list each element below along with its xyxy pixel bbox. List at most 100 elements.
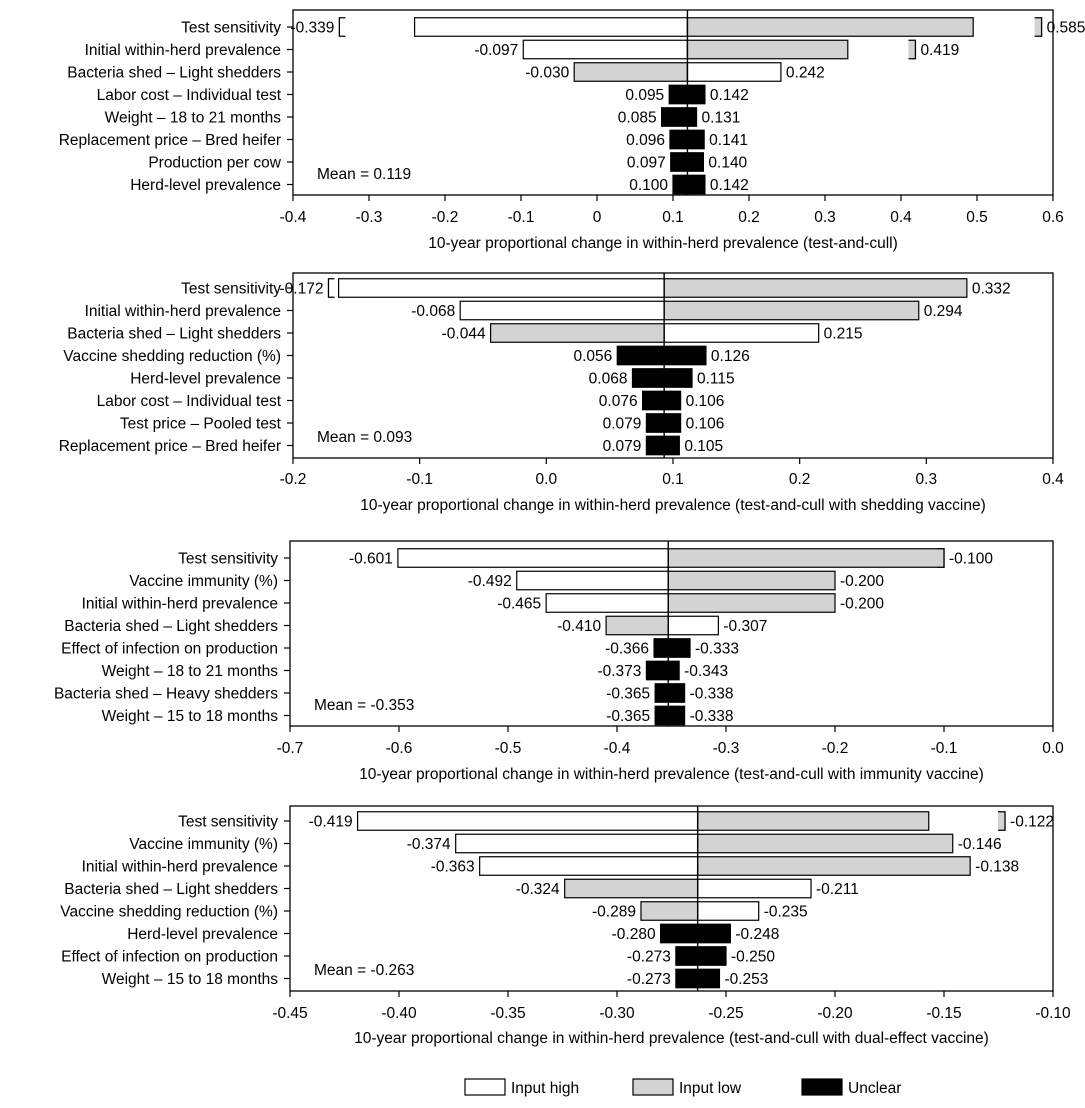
truncation-bracket-right (908, 39, 917, 60)
bar-right (697, 856, 971, 876)
value-label-low: 0.100 (629, 177, 668, 194)
value-label-low: -0.273 (627, 949, 671, 966)
category-label: Vaccine shedding reduction (%) (63, 348, 281, 365)
x-tick-label: 0.4 (1042, 471, 1064, 488)
value-label-low: -0.097 (474, 42, 518, 59)
mean-label: Mean = -0.353 (314, 697, 414, 714)
value-label-low: 0.095 (625, 87, 664, 104)
bar-left (545, 593, 669, 613)
mean-label: Mean = 0.093 (317, 429, 412, 446)
value-label-low: -0.365 (606, 708, 650, 725)
bar-right (663, 413, 682, 433)
value-label-high: 0.141 (709, 132, 748, 149)
bar-left (338, 278, 665, 298)
value-label-high: 0.419 (920, 42, 959, 59)
bar-left (660, 107, 689, 127)
bar-left (654, 705, 669, 726)
bar-right (663, 368, 693, 388)
plot-frame (289, 540, 1054, 727)
bar-right (686, 62, 782, 82)
truncation-bracket-left (338, 17, 346, 37)
category-label: Initial within-herd prevalence (85, 42, 281, 59)
x-tick-label: -0.5 (495, 740, 522, 757)
value-label-high: -0.100 (949, 551, 993, 568)
x-tick-label: -0.10 (1035, 1005, 1071, 1022)
bar-left (414, 17, 689, 37)
panel-4: -0.419 -0.122 Test sensitivity -0.374 -0.146… (60, 805, 1071, 1047)
value-label-low: -0.068 (411, 303, 455, 320)
legend-label-high: Input high (511, 1080, 579, 1097)
value-label-high: 0.106 (686, 393, 725, 410)
bar-right (667, 593, 836, 613)
category-label: Test sensitivity (178, 551, 278, 568)
category-label: Replacement price – Bred heifer (59, 438, 281, 455)
category-label: Labor cost – Individual test (97, 87, 282, 104)
bar-left (631, 368, 665, 388)
bar-left (573, 62, 689, 82)
bar-right (686, 129, 705, 150)
bar-right (663, 323, 820, 343)
value-label-low: -0.465 (497, 596, 541, 613)
value-label-low: -0.366 (605, 641, 649, 658)
x-tick-label: -0.40 (381, 1005, 417, 1022)
value-label-low: -0.601 (349, 551, 393, 568)
category-label: Labor cost – Individual test (97, 393, 282, 410)
value-label-low: -0.324 (516, 881, 560, 898)
plot-frame (289, 805, 1054, 992)
bar-right (697, 811, 930, 831)
bar-right (667, 705, 686, 726)
bar-right (667, 615, 719, 636)
bar-left (490, 323, 665, 343)
x-tick-label: 0 (593, 209, 602, 226)
bar-right (663, 390, 682, 411)
x-axis-label: 10-year proportional change in within-he… (354, 1030, 989, 1047)
x-tick-label: 0.3 (814, 209, 836, 226)
bar-right (697, 968, 721, 989)
bar-left (659, 923, 699, 944)
category-label: Bacteria shed – Light shedders (64, 618, 278, 635)
bar-right (667, 548, 945, 568)
bar-right (667, 683, 686, 703)
value-label-high: -0.333 (695, 641, 739, 658)
bar-left (672, 174, 689, 195)
value-label-high: -0.307 (723, 618, 767, 635)
value-label-high: 0.332 (972, 281, 1011, 298)
value-label-high: 0.140 (708, 155, 747, 172)
bar-left (668, 84, 689, 105)
category-label: Test sensitivity (181, 20, 281, 37)
bar-left (645, 660, 669, 681)
x-tick-label: 0.3 (916, 471, 938, 488)
x-tick-label: 0.5 (966, 209, 988, 226)
bar-left (516, 570, 669, 591)
truncation-bracket-right (1034, 17, 1043, 37)
bar-left (479, 856, 699, 876)
x-tick-label: -0.1 (508, 209, 535, 226)
category-label: Initial within-herd prevalence (82, 859, 278, 876)
value-label-high: -0.250 (731, 949, 775, 966)
x-tick-label: 0.0 (1042, 740, 1064, 757)
bar-left (459, 300, 665, 321)
value-label-low: 0.097 (627, 155, 666, 172)
legend: Input high Input low Unclear (464, 1078, 901, 1097)
value-label-low: 0.085 (618, 110, 657, 127)
bar-right (686, 84, 706, 105)
x-tick-label: -0.30 (599, 1005, 635, 1022)
value-label-high: -0.122 (1010, 814, 1054, 831)
value-label-high: -0.338 (690, 686, 734, 703)
bar-left (654, 683, 669, 703)
bar-left (616, 345, 665, 366)
category-label: Effect of infection on production (61, 641, 278, 658)
category-label: Vaccine immunity (%) (129, 573, 278, 590)
truncation-bracket-right (998, 811, 1006, 831)
bar-right (697, 833, 954, 854)
x-tick-label: -0.45 (272, 1005, 307, 1022)
bar-left (356, 811, 699, 831)
value-label-high: 0.126 (711, 348, 750, 365)
bar-right (686, 152, 705, 172)
x-tick-label: -0.1 (931, 740, 958, 757)
x-tick-label: -0.35 (490, 1005, 525, 1022)
bar-left (653, 638, 669, 658)
panel-3: -0.601 -0.100 Test sensitivity -0.492 -0.200… (54, 540, 1064, 783)
x-tick-label: -0.25 (708, 1005, 743, 1022)
